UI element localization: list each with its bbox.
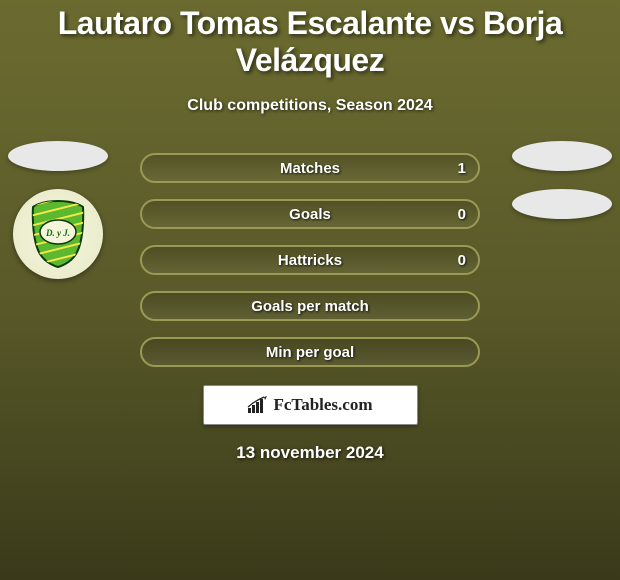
stat-label: Goals per match <box>251 298 369 315</box>
page-title: Lautaro Tomas Escalante vs Borja Velázqu… <box>0 5 620 79</box>
club-badge-left: D. y J. <box>13 189 103 279</box>
stat-label: Min per goal <box>266 344 354 361</box>
bar-chart-icon <box>247 396 269 414</box>
player-left-badges: D. y J. <box>8 141 108 279</box>
stat-row-hattricks: Hattricks 0 <box>140 245 480 275</box>
stat-right-value: 0 <box>458 206 466 223</box>
comparison-card: Lautaro Tomas Escalante vs Borja Velázqu… <box>0 0 620 580</box>
stat-label: Matches <box>280 160 340 177</box>
country-flag-right-1 <box>512 141 612 171</box>
stat-row-matches: Matches 1 <box>140 153 480 183</box>
subtitle: Club competitions, Season 2024 <box>0 97 620 115</box>
stat-label: Goals <box>289 206 331 223</box>
stat-right-value: 0 <box>458 252 466 269</box>
brand-link[interactable]: FcTables.com <box>203 385 418 425</box>
stat-row-min-per-goal: Min per goal <box>140 337 480 367</box>
stat-row-goals: Goals 0 <box>140 199 480 229</box>
country-flag-left <box>8 141 108 171</box>
date-label: 13 november 2024 <box>0 443 620 463</box>
shield-icon: D. y J. <box>28 199 88 269</box>
player-right-badges <box>512 141 612 219</box>
stat-rows: Matches 1 Goals 0 Hattricks 0 Goals per … <box>140 153 480 367</box>
badge-initials: D. y J. <box>45 228 70 238</box>
stat-right-value: 1 <box>458 160 466 177</box>
stat-row-goals-per-match: Goals per match <box>140 291 480 321</box>
country-flag-right-2 <box>512 189 612 219</box>
stats-area: D. y J. Matches 1 Goals 0 Hattricks <box>0 153 620 463</box>
brand-text: FcTables.com <box>273 395 372 415</box>
stat-label: Hattricks <box>278 252 342 269</box>
